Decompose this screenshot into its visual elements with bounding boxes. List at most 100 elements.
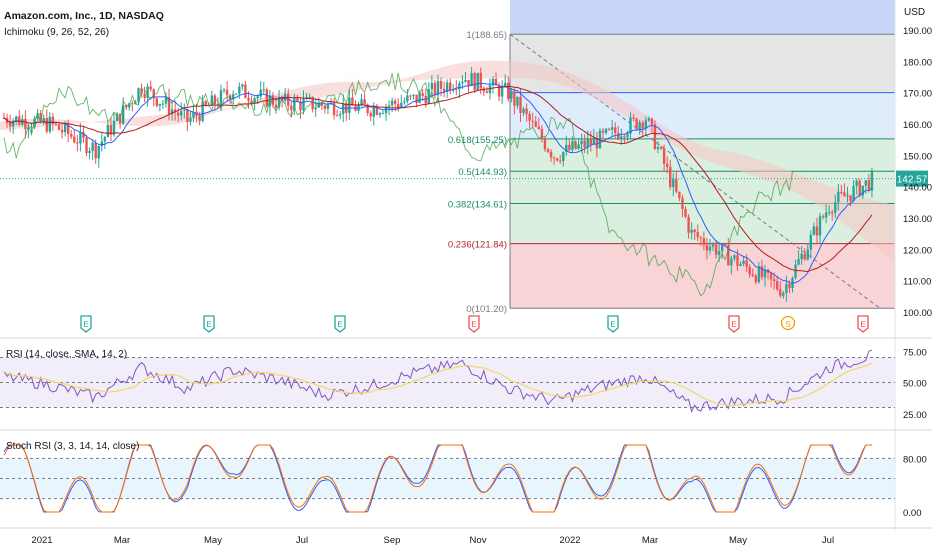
event-marker-label: S (785, 320, 790, 329)
candle-body (173, 109, 177, 113)
candle-body (372, 107, 375, 117)
candle-body (800, 253, 803, 260)
candle-body (100, 141, 103, 146)
candle-body (626, 133, 629, 138)
event-marker-circle (780, 315, 796, 331)
candle-body (137, 88, 140, 102)
candle-body (815, 226, 819, 236)
rsi-ma-line (3, 362, 873, 407)
candle-body (488, 85, 492, 94)
candle-body (601, 130, 605, 133)
candle-body (293, 98, 296, 110)
candle-body (623, 136, 626, 138)
candle-body (665, 163, 669, 167)
candle-body (855, 180, 858, 187)
ichimoku-label[interactable]: Ichimoku (9, 26, 52, 26) (4, 27, 110, 38)
candle-body (540, 129, 544, 140)
candle-body (525, 108, 528, 114)
candle-body (397, 103, 400, 108)
candle-body (30, 127, 33, 129)
rsi-title[interactable]: RSI (14, close, SMA, 14, 2) (6, 349, 128, 360)
candle-body (381, 113, 385, 115)
candle-body (589, 139, 592, 145)
candle-body (574, 141, 577, 149)
stoch-tick-0: 80.00 (903, 454, 927, 465)
candle-body (88, 151, 91, 154)
stoch-rsi-title[interactable]: Stoch RSI (3, 3, 14, 14, close) (6, 441, 140, 452)
candle-body (482, 88, 486, 92)
candle-body (559, 160, 562, 162)
last-price-label: 142.57 (897, 175, 928, 186)
candle-body (317, 102, 320, 108)
candle-body (818, 216, 822, 236)
candle-body (757, 266, 761, 283)
candle-body (241, 84, 244, 87)
candle-body (840, 191, 843, 193)
candle-body (177, 112, 180, 116)
candle-body (338, 113, 342, 116)
candle-body (27, 128, 30, 130)
event-marker-shape (728, 315, 740, 333)
candle-body (681, 197, 684, 209)
kijun-line (3, 86, 873, 273)
candle-body (115, 113, 119, 121)
candle-body (253, 98, 256, 104)
candle-body (861, 185, 864, 196)
candle-body (678, 191, 681, 198)
candle-body (161, 103, 165, 105)
candle-body (494, 78, 498, 86)
candle-body (650, 118, 654, 125)
candle-body (73, 136, 76, 143)
candle-body (754, 275, 758, 283)
candle-body (387, 105, 391, 107)
candle-body (311, 96, 314, 110)
candle-body (727, 245, 730, 266)
candle-body (736, 255, 739, 266)
candle-body (690, 229, 693, 233)
price-tick-6: 130.00 (903, 214, 932, 225)
candle-body (112, 120, 116, 135)
candle-body (409, 95, 412, 97)
candle-body (348, 97, 351, 113)
candle-body (94, 142, 97, 159)
event-marker-label: E (206, 320, 211, 329)
candle-body (785, 284, 788, 293)
candle-body (167, 97, 171, 115)
stoch-d-line (3, 444, 872, 513)
event-marker-4: E (607, 315, 619, 333)
candle-body (479, 72, 482, 89)
candle-body (473, 73, 476, 91)
candle-body (225, 89, 229, 96)
candle-body (555, 158, 559, 161)
candle-body (384, 106, 388, 114)
candle-body (204, 101, 207, 106)
candle-body (430, 82, 434, 90)
rsi-tick-1: 50.00 (903, 379, 927, 390)
candle-body (519, 96, 522, 113)
candle-body (849, 195, 852, 201)
candle-body (11, 120, 15, 127)
candle-body (183, 109, 186, 111)
candle-body (439, 81, 443, 89)
candle-body (675, 179, 678, 192)
time-tick-9: Jul (822, 535, 834, 546)
candle-body (210, 95, 214, 106)
candle-body (812, 226, 816, 235)
ichimoku-cloud-green (180, 72, 360, 116)
candle-body (843, 192, 846, 197)
candle-body (66, 123, 70, 135)
candle-body (580, 140, 583, 145)
candle-body (235, 93, 238, 95)
time-tick-5: Nov (470, 535, 487, 546)
candle-body (620, 136, 623, 139)
candle-body (702, 238, 706, 246)
fib-band-4 (510, 92, 895, 139)
event-marker-2: E (334, 315, 346, 333)
event-marker-label: E (337, 320, 342, 329)
candle-body (772, 279, 776, 282)
event-marker-label: E (471, 320, 476, 329)
candle-body (308, 96, 311, 98)
candle-body (565, 144, 568, 153)
